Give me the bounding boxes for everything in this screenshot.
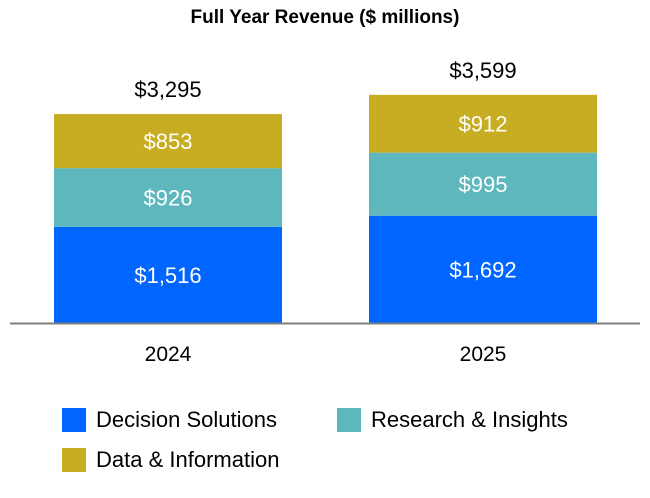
x-tick-label: 2024 [145,343,192,366]
legend-swatch [62,448,86,472]
data-label: $926 [144,186,193,211]
bar-segment [369,94,597,153]
legend-item-data-information: Data & Information [62,447,279,473]
legend-item-decision-solutions: Decision Solutions [62,407,277,433]
total-label: $3,295 [134,77,201,102]
bar-segment [369,215,597,323]
legend-label: Data & Information [96,447,280,472]
legend-swatch [337,408,361,432]
data-label: $1,692 [449,257,516,282]
bar-segment [369,152,597,216]
bar-segment [54,114,282,169]
bar-segment [54,168,282,227]
legend-label: Decision Solutions [96,407,277,432]
data-label: $995 [459,172,508,197]
legend-label: Research & Insights [371,407,568,432]
bar-segment [54,226,282,323]
x-tick-label: 2025 [460,343,507,366]
legend-swatch [62,408,86,432]
data-label: $853 [144,129,193,154]
legend-item-research-insights: Research & Insights [337,407,568,433]
data-label: $912 [459,112,508,137]
total-label: $3,599 [449,58,516,83]
chart-title: Full Year Revenue ($ millions) [190,7,460,28]
data-label: $1,516 [134,263,201,288]
